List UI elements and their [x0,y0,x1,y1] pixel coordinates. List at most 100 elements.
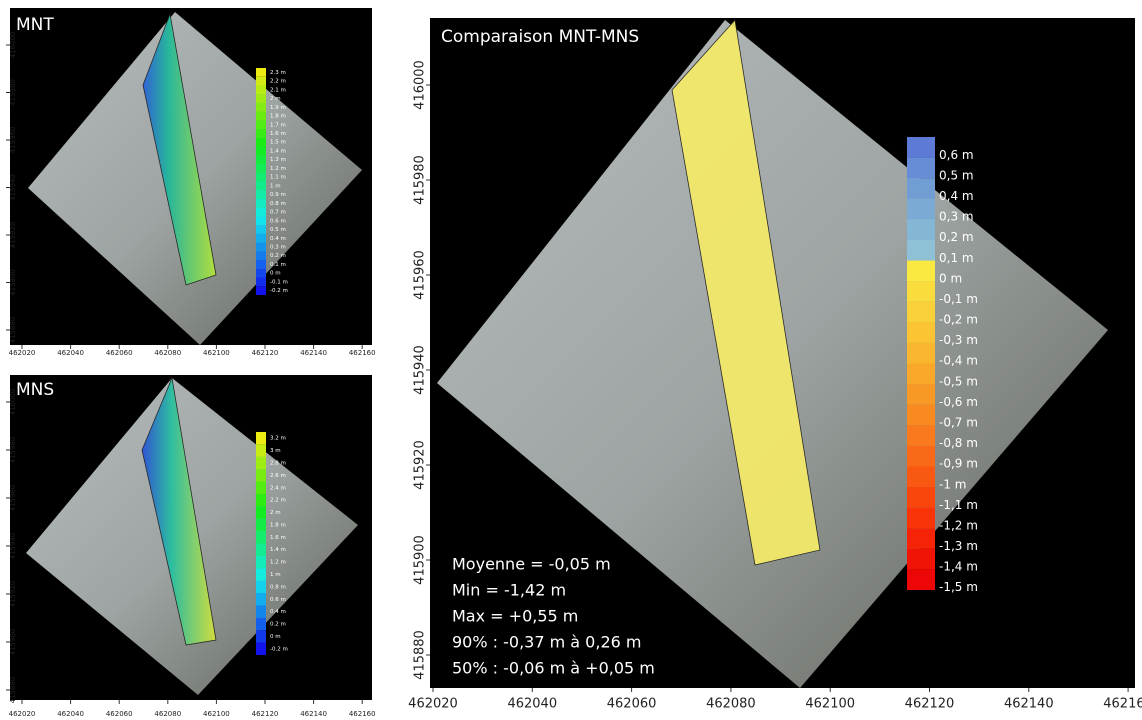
legend-swatch [256,506,266,519]
y-tick-label: 415920 [9,581,17,608]
y-tick-label: 415900 [413,535,428,585]
legend-label: 1 m [270,572,281,578]
x-tick-label: 462080 [706,697,756,712]
y-tick-label: 415980 [413,155,428,205]
legend-swatch [256,286,266,295]
legend-swatch [256,469,266,482]
legend-swatch [907,384,935,405]
legend-swatch [256,493,266,507]
y-tick-label: 416000 [9,389,17,416]
elevation-strip [671,19,821,566]
legend-label: -0,8 m [939,436,978,450]
map-panel: MNS 462020 462040 462060 462080 462100 462120 4… [6,375,376,718]
legend-label: -1,4 m [939,560,978,574]
legend-swatch [256,111,266,121]
legend-swatch [256,642,266,655]
legend-label: 2 m [270,96,281,102]
legend-swatch [256,432,266,445]
legend-label: 1.2 m [270,560,286,566]
legend-label: -0,6 m [939,395,978,409]
legend-swatch [907,301,935,323]
legend-swatch [256,155,266,165]
legend-swatch [907,137,935,158]
y-tick-label: 415920 [413,440,428,490]
legend-label: -0,1 m [939,292,978,306]
x-tick-label: 462060 [607,697,657,712]
x-tick-label: 462080 [154,710,181,718]
legend-swatch [907,528,935,549]
legend-label: 1.2 m [270,166,286,172]
x-tick-label: 462080 [154,349,181,357]
legend-label: 1.4 m [270,148,286,154]
legend-label: -0,9 m [939,457,978,471]
legend-label: -0,2 m [939,313,978,327]
x-tick-label: 462100 [805,697,855,712]
legend-swatch [256,233,266,243]
legend-swatch [256,268,266,278]
y-tick-label: 415940 [9,533,17,560]
x-tick-label: 462160 [1103,697,1142,712]
legend-label: 1.9 m [270,105,286,111]
legend-label: 2.2 m [270,498,286,504]
x-tick-label: 462020 [408,697,458,712]
legend-label: 0.2 m [270,253,286,259]
legend-label: -0,4 m [939,354,978,368]
statistic: Moyenne = -0,05 m [452,555,611,574]
legend-label: 0.4 m [270,236,286,242]
legend-label: -1 m [939,477,966,491]
legend-label: 1.7 m [270,122,286,128]
legend-label: -0.1 m [270,279,288,285]
x-tick-label: 462100 [203,349,230,357]
legend-swatch [907,363,935,385]
legend-swatch [907,487,935,508]
x-tick-label: 462020 [9,349,36,357]
legend-label: 0,4 m [939,189,974,203]
legend-swatch [907,507,935,529]
legend-label: 0,1 m [939,251,974,265]
legend-swatch [256,207,266,217]
legend-label: 0.3 m [270,244,286,250]
statistic: Min = -1,42 m [452,581,566,600]
panel-title: MNS [16,380,54,400]
legend-label: -0,7 m [939,415,978,429]
legend-swatch [907,281,935,302]
legend-label: 3 m [270,448,281,454]
y-tick-label: 415880 [413,630,428,680]
legend-swatch [907,404,935,426]
legend-swatch [256,216,266,226]
y-tick-label: 415900 [9,269,17,296]
legend-label: -0,5 m [939,374,978,388]
legend-label: 1.6 m [270,535,286,541]
elevation-strip [142,12,217,286]
elevation-strip [141,376,217,646]
legend-label: 0.2 m [270,622,286,628]
legend-label: 0,2 m [939,230,974,244]
x-tick-label: 462040 [507,697,557,712]
legend-label: 0,6 m [939,148,974,162]
legend-label: 0 m [270,271,281,277]
legend-swatch [256,444,266,457]
x-tick-label: 462140 [300,349,327,357]
y-tick-label: 415880 [9,677,17,704]
legend-label: -1,1 m [939,498,978,512]
legend-label: 2.8 m [270,460,286,466]
legend-swatch [907,445,935,467]
x-tick-label: 462100 [203,710,230,718]
legend-swatch [256,190,266,199]
legend-label: 0.4 m [270,609,286,615]
legend-swatch [256,617,266,631]
statistic: Max = +0,55 m [452,607,578,626]
legend-label: 2 m [270,510,281,516]
x-tick-label: 462020 [9,710,36,718]
y-tick-label: 415960 [9,485,17,512]
legend-label: 2.4 m [270,485,286,491]
x-tick-label: 462060 [106,710,133,718]
legend-label: -1,3 m [939,539,978,553]
x-tick-label: 462120 [252,710,279,718]
legend-label: -0.2 m [270,288,288,294]
legend-swatch [256,137,266,147]
legend-label: -1,5 m [939,580,978,594]
x-tick-label: 462120 [252,349,279,357]
legend-label: 1.8 m [270,522,286,528]
